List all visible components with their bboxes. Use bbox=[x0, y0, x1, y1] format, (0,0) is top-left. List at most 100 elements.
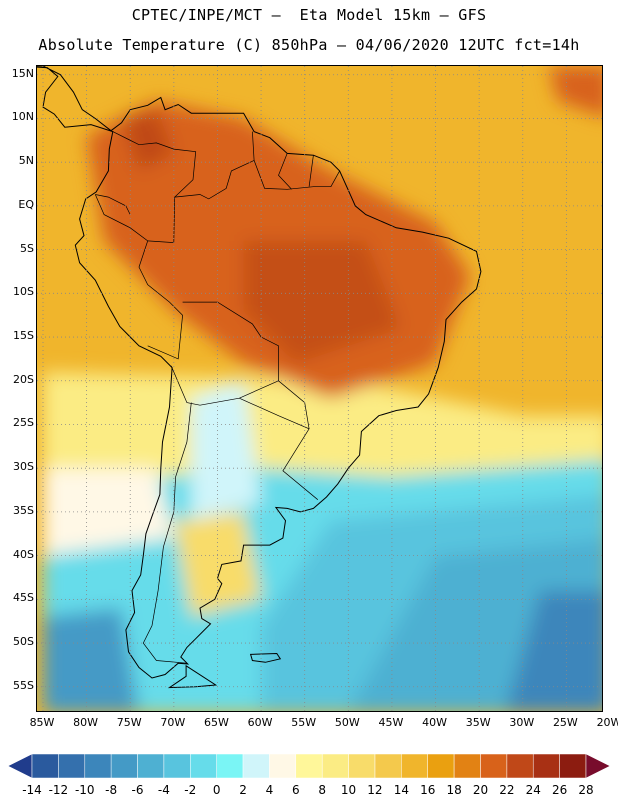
lat-label: 15N bbox=[11, 66, 34, 80]
lon-label: 65W bbox=[204, 716, 229, 729]
colorbar-swatch bbox=[453, 753, 481, 779]
border-line-2 bbox=[142, 402, 192, 664]
coastline-and-borders bbox=[37, 66, 482, 689]
colorbar-tick-label: -2 bbox=[184, 783, 197, 797]
colorbar-swatch bbox=[348, 753, 376, 779]
colorbar-tick-label: -8 bbox=[105, 783, 118, 797]
colorbar-swatch bbox=[31, 753, 59, 779]
border-line-9 bbox=[308, 155, 314, 187]
colorbar-swatch bbox=[374, 753, 402, 779]
field-pacific-cold bbox=[43, 608, 139, 711]
colorbar-tick-label: 20 bbox=[472, 783, 489, 797]
colorbar-tick-label: 24 bbox=[525, 783, 541, 797]
field-mild-belt bbox=[43, 372, 602, 486]
lat-label: 10N bbox=[11, 110, 34, 124]
colorbar-tick-label: -12 bbox=[48, 783, 69, 797]
lat-label: 5N bbox=[18, 154, 34, 168]
lat-label: 45S bbox=[13, 591, 34, 605]
map-title-line1: CPTEC/INPE/MCT – Eta Model 15km – GFS bbox=[131, 6, 487, 24]
colorbar-swatch bbox=[401, 753, 428, 779]
colorbar-swatch bbox=[532, 753, 560, 779]
lon-label: 70W bbox=[160, 716, 186, 729]
lon-label: 60W bbox=[247, 716, 273, 729]
border-line-8 bbox=[278, 153, 292, 190]
colorbar-swatch bbox=[58, 753, 86, 779]
colorbar-tick-label: 12 bbox=[367, 783, 383, 797]
colorbar-swatch bbox=[137, 753, 165, 779]
lat-label: EQ bbox=[18, 197, 34, 211]
lon-label: 40W bbox=[422, 716, 447, 729]
colorbar-swatch bbox=[295, 753, 323, 779]
colorbar bbox=[7, 753, 611, 779]
lat-label: 5S bbox=[20, 241, 34, 255]
colorbar-tick-label: 22 bbox=[499, 783, 515, 797]
temperature-map bbox=[37, 66, 602, 711]
colorbar-tick-label: 26 bbox=[551, 783, 568, 797]
colorbar-swatch bbox=[559, 753, 587, 779]
colorbar-swatch bbox=[84, 753, 112, 779]
lon-label: 75W bbox=[116, 716, 142, 729]
lon-label: 80W bbox=[73, 716, 99, 729]
field-layer bbox=[43, 66, 602, 711]
field-coldest-ocean bbox=[505, 590, 602, 711]
lat-label: 40S bbox=[13, 547, 34, 561]
continent-coastline bbox=[37, 66, 482, 679]
lon-label: 45W bbox=[378, 716, 404, 729]
colorbar-tick-label: 6 bbox=[291, 783, 300, 797]
colorbar-tick-label: 18 bbox=[446, 783, 462, 797]
colorbar-swatch bbox=[216, 753, 244, 779]
colorbar-tick-label: 16 bbox=[420, 783, 436, 797]
falklands-coast bbox=[249, 652, 282, 663]
colorbar-tick-label: -14 bbox=[22, 783, 42, 797]
colorbar-swatch bbox=[506, 753, 534, 779]
colorbar-swatch bbox=[321, 753, 349, 779]
colorbar-low-arrow bbox=[7, 753, 33, 779]
lat-label: 55S bbox=[13, 678, 34, 692]
border-line-6 bbox=[112, 131, 197, 198]
lat-label: 20S bbox=[13, 372, 34, 386]
lat-lon-grid bbox=[37, 66, 602, 711]
map-panel bbox=[36, 65, 603, 712]
colorbar-tick-label: 0 bbox=[212, 783, 221, 797]
lon-label: 20W bbox=[596, 716, 618, 729]
field-andes-cool bbox=[191, 380, 262, 521]
colorbar-tick-label: -6 bbox=[131, 783, 144, 797]
border-line-1 bbox=[170, 301, 279, 406]
lat-label: 10S bbox=[13, 285, 34, 299]
colorbar-tick-label: 10 bbox=[340, 783, 357, 797]
border-line-5 bbox=[147, 131, 255, 243]
colorbar-tick-label: 28 bbox=[578, 783, 594, 797]
colorbar-swatch bbox=[427, 753, 455, 779]
colorbar-tick-label: 14 bbox=[393, 783, 409, 797]
border-line-7 bbox=[253, 160, 340, 190]
lat-label: 50S bbox=[13, 635, 34, 649]
lon-label: 50W bbox=[334, 716, 360, 729]
colorbar-tick-label: 2 bbox=[239, 783, 247, 797]
lon-label: 85W bbox=[29, 716, 55, 729]
field-patagonia-mild bbox=[173, 511, 262, 617]
tierra-del-fuego-coast bbox=[167, 664, 218, 689]
lon-label: 30W bbox=[509, 716, 535, 729]
colorbar-swatch bbox=[190, 753, 217, 779]
temperature-fields bbox=[43, 66, 602, 711]
map-title-line2: Absolute Temperature (C) 850hPa – 04/06/… bbox=[38, 36, 580, 54]
colorbar-swatch bbox=[480, 753, 508, 779]
colorbar-high-arrow bbox=[585, 753, 611, 779]
colorbar-swatch bbox=[242, 753, 270, 779]
field-warm-ne-corner bbox=[548, 66, 602, 116]
colorbar-swatch bbox=[163, 753, 191, 779]
lon-label: 25W bbox=[552, 716, 578, 729]
field-hot-colombia bbox=[121, 109, 174, 171]
lon-label: 35W bbox=[465, 716, 491, 729]
colorbar-tick-label: -4 bbox=[157, 783, 170, 797]
colorbar-swatch bbox=[110, 753, 138, 779]
lat-label: 35S bbox=[13, 503, 34, 517]
colorbar-tick-label: 4 bbox=[265, 783, 274, 797]
lat-label: 30S bbox=[13, 460, 34, 474]
lat-label: 15S bbox=[13, 329, 34, 343]
field-hot-brazil bbox=[243, 240, 401, 364]
colorbar-swatch bbox=[269, 753, 297, 779]
lon-label: 55W bbox=[291, 716, 317, 729]
colorbar-tick-label: 8 bbox=[318, 783, 326, 797]
border-line-10 bbox=[95, 194, 131, 215]
